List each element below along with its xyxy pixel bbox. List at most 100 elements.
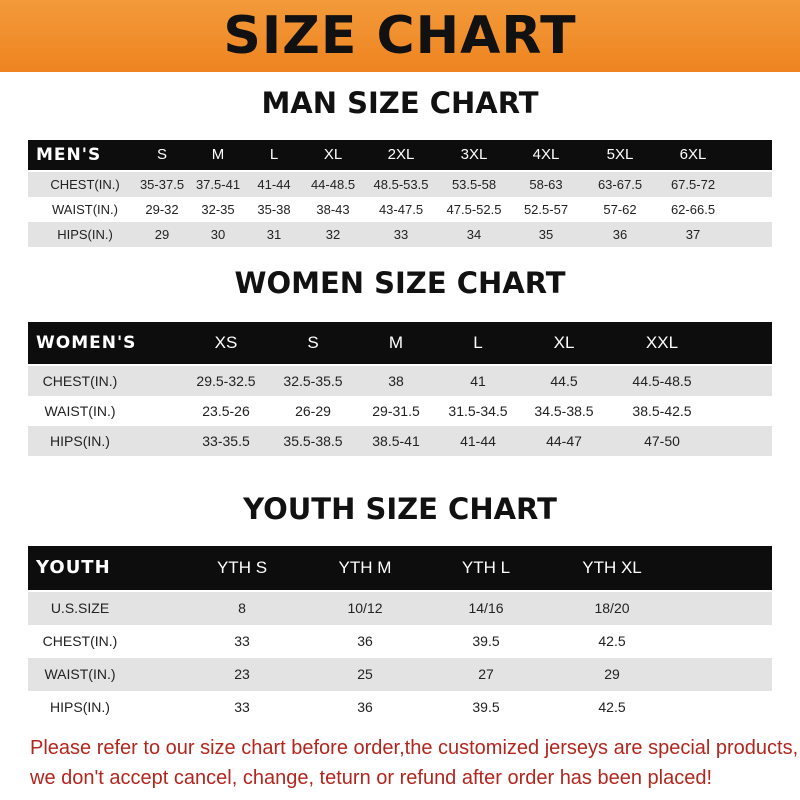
measurement-label: CHEST(IN.) — [42, 633, 118, 649]
table-cell: 27 — [478, 666, 494, 682]
table-cell: 39.5 — [472, 633, 500, 649]
table-cell: 58-63 — [529, 177, 563, 192]
table-row: WAIST(IN.) 23.5-26 26-29 29-31.5 31.5-34.5 34… — [28, 396, 772, 426]
table-cell: 36 — [357, 699, 373, 715]
table-cell: 35 — [538, 227, 554, 242]
table-cell: 38-43 — [316, 202, 350, 217]
table-cell: 34 — [466, 227, 482, 242]
table-cell: 23.5-26 — [202, 403, 250, 419]
table-title-cell: WOMEN'S — [36, 333, 137, 353]
table-cell: 35.5-38.5 — [283, 433, 343, 449]
notice-line-2: we don't accept cancel, change, teturn o… — [30, 767, 713, 789]
table-cell: 32.5-35.5 — [283, 373, 343, 389]
table-cell: 47.5-52.5 — [446, 202, 502, 217]
order-notice: Please refer to our size chart before or… — [30, 733, 798, 793]
table-row: HIPS(IN.) 33 36 39.5 42.5 — [28, 691, 772, 724]
table-cell: 53.5-58 — [451, 177, 497, 192]
men-header-row: MEN'S S M L XL 2XL 3XL 4XL 5XL 6XL — [28, 140, 772, 170]
table-cell: 33-35.5 — [202, 433, 250, 449]
table-cell: 41-44 — [460, 433, 496, 449]
measurement-label: WAIST(IN.) — [52, 202, 118, 217]
men-size-table: MEN'S S M L XL 2XL 3XL 4XL 5XL 6XL CHEST(IN.) 35-37… — [28, 140, 772, 247]
women-section-title: WOMEN SIZE CHART — [234, 266, 566, 300]
size-header-cell: L — [473, 333, 483, 352]
table-cell: 31 — [266, 227, 282, 242]
table-cell: 52.5-57 — [523, 202, 569, 217]
table-cell: 63-67.5 — [597, 177, 643, 192]
youth-size-table: YOUTH YTH S YTH M YTH L YTH XL U.S.SIZE 8 10/12… — [28, 546, 772, 724]
measurement-label: HIPS(IN.) — [50, 699, 110, 715]
size-header-cell: 3XL — [460, 146, 488, 163]
measurement-label: U.S.SIZE — [50, 600, 110, 616]
page-title: SIZE CHART — [223, 6, 577, 66]
measurement-label: HIPS(IN.) — [50, 433, 110, 449]
table-cell: 30 — [210, 227, 226, 242]
table-row: CHEST(IN.) 35-37.5 37.5-41 41-44 44-48.5 48.5… — [28, 172, 772, 197]
table-cell: 29 — [154, 227, 170, 242]
men-section-title: MAN SIZE CHART — [261, 86, 539, 120]
table-cell: 33 — [234, 633, 250, 649]
table-cell: 34.5-38.5 — [534, 403, 594, 419]
table-row: HIPS(IN.) 33-35.5 35.5-38.5 38.5-41 41-44 44-… — [28, 426, 772, 456]
measurement-label: WAIST(IN.) — [44, 403, 116, 419]
table-row: WAIST(IN.) 23 25 27 29 — [28, 658, 772, 691]
table-cell: 36 — [612, 227, 628, 242]
table-cell: 39.5 — [472, 699, 500, 715]
size-header-cell: YTH L — [461, 558, 511, 577]
measurement-label: WAIST(IN.) — [44, 666, 116, 682]
table-cell: 43-47.5 — [378, 202, 424, 217]
size-header-cell: YTH S — [216, 558, 268, 577]
youth-section-title: YOUTH SIZE CHART — [243, 492, 557, 526]
table-cell: 48.5-53.5 — [373, 177, 429, 192]
table-cell: 57-62 — [603, 202, 637, 217]
size-header-cell: XXL — [645, 333, 679, 352]
table-cell: 18/20 — [594, 600, 630, 616]
table-cell: 37.5-41 — [195, 177, 241, 192]
table-row: HIPS(IN.) 29 30 31 32 33 34 35 36 37 — [28, 222, 772, 247]
table-cell: 10/12 — [347, 600, 383, 616]
measurement-label: CHEST(IN.) — [50, 177, 120, 192]
table-cell: 25 — [357, 666, 373, 682]
table-row: U.S.SIZE 8 10/12 14/16 18/20 — [28, 592, 772, 625]
table-cell: 67.5-72 — [670, 177, 716, 192]
size-header-cell: 4XL — [532, 146, 560, 163]
table-cell: 44-47 — [546, 433, 582, 449]
table-cell: 44.5 — [550, 373, 578, 389]
measurement-label: CHEST(IN.) — [42, 373, 118, 389]
table-cell: 29-32 — [145, 202, 179, 217]
youth-header-row: YOUTH YTH S YTH M YTH L YTH XL — [28, 546, 772, 590]
women-header-row: WOMEN'S XS S M L XL XXL — [28, 322, 772, 364]
table-cell: 37 — [685, 227, 701, 242]
size-header-cell: 6XL — [679, 146, 707, 163]
size-header-cell: XS — [214, 333, 238, 352]
table-cell: 38.5-42.5 — [632, 403, 692, 419]
table-cell: 38.5-41 — [372, 433, 420, 449]
table-cell: 29-31.5 — [372, 403, 420, 419]
table-cell: 35-38 — [257, 202, 291, 217]
table-cell: 29 — [604, 666, 620, 682]
table-cell: 33 — [234, 699, 250, 715]
table-cell: 29.5-32.5 — [196, 373, 256, 389]
table-cell: 47-50 — [644, 433, 680, 449]
size-header-cell: 2XL — [387, 146, 415, 163]
table-cell: 38 — [388, 373, 404, 389]
size-header-cell: 5XL — [606, 146, 634, 163]
size-header-cell: YTH M — [338, 558, 392, 577]
table-cell: 32 — [325, 227, 341, 242]
measurement-label: HIPS(IN.) — [57, 227, 113, 242]
size-header-cell: M — [211, 146, 225, 163]
table-cell: 26-29 — [295, 403, 331, 419]
size-chart-banner: SIZE CHART — [0, 0, 800, 72]
table-cell: 44.5-48.5 — [632, 373, 692, 389]
table-cell: 41-44 — [257, 177, 291, 192]
size-header-cell: M — [388, 333, 404, 352]
table-cell: 14/16 — [468, 600, 504, 616]
table-cell: 33 — [393, 227, 409, 242]
table-cell: 41 — [470, 373, 486, 389]
size-header-cell: YTH XL — [582, 558, 642, 577]
notice-line-1: Please refer to our size chart before or… — [30, 737, 799, 759]
table-row: CHEST(IN.) 33 36 39.5 42.5 — [28, 625, 772, 658]
table-row: WAIST(IN.) 29-32 32-35 35-38 38-43 43-47.5 47.… — [28, 197, 772, 222]
size-header-cell: L — [269, 146, 279, 163]
table-cell: 42.5 — [598, 633, 626, 649]
